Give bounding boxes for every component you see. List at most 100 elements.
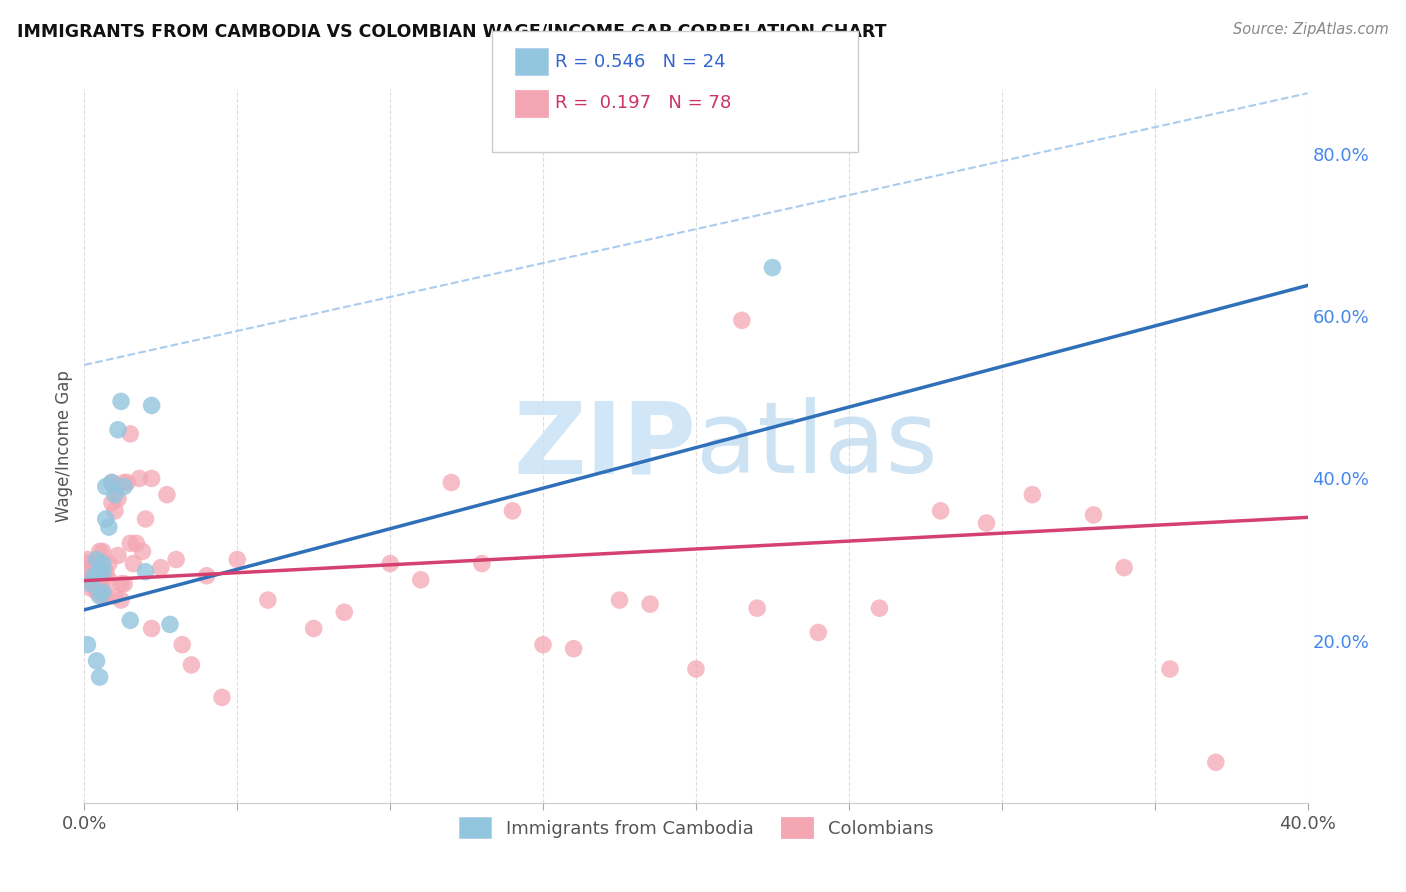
Point xyxy=(869,601,891,615)
Point xyxy=(104,488,127,502)
Point xyxy=(79,573,101,587)
Point xyxy=(91,585,114,599)
Point xyxy=(89,544,111,558)
Point xyxy=(409,573,432,587)
Point xyxy=(112,577,135,591)
Point xyxy=(79,565,101,579)
Point xyxy=(104,479,127,493)
Point xyxy=(86,585,108,599)
Point xyxy=(86,581,108,595)
Point xyxy=(120,426,142,441)
Legend: Immigrants from Cambodia, Colombians: Immigrants from Cambodia, Colombians xyxy=(450,808,942,847)
Point xyxy=(79,577,101,591)
Point xyxy=(156,488,179,502)
Point xyxy=(172,638,194,652)
Point xyxy=(1205,756,1227,770)
Point xyxy=(89,565,111,579)
Point xyxy=(502,504,524,518)
Point xyxy=(94,565,117,579)
Point xyxy=(333,605,356,619)
Point xyxy=(107,491,129,506)
Text: R = 0.546   N = 24: R = 0.546 N = 24 xyxy=(555,53,725,70)
Text: R =  0.197   N = 78: R = 0.197 N = 78 xyxy=(555,95,731,112)
Point xyxy=(471,557,494,571)
Point xyxy=(159,617,181,632)
Point xyxy=(89,670,111,684)
Point xyxy=(104,589,127,603)
Point xyxy=(107,423,129,437)
Point xyxy=(83,557,105,571)
Point xyxy=(1021,488,1043,502)
Point xyxy=(440,475,463,490)
Point xyxy=(120,613,142,627)
Point xyxy=(141,399,163,413)
Point xyxy=(165,552,187,566)
Point xyxy=(110,593,132,607)
Point xyxy=(91,565,114,579)
Point xyxy=(226,552,249,566)
Point xyxy=(104,504,127,518)
Point xyxy=(149,560,172,574)
Point xyxy=(141,622,163,636)
Point xyxy=(1159,662,1181,676)
Point xyxy=(211,690,233,705)
Point xyxy=(86,552,108,566)
Point xyxy=(101,496,124,510)
Point xyxy=(89,565,111,579)
Text: ZIP: ZIP xyxy=(513,398,696,494)
Point xyxy=(747,601,769,615)
Point xyxy=(83,573,105,587)
Point xyxy=(731,313,754,327)
Point xyxy=(125,536,148,550)
Text: IMMIGRANTS FROM CAMBODIA VS COLOMBIAN WAGE/INCOME GAP CORRELATION CHART: IMMIGRANTS FROM CAMBODIA VS COLOMBIAN WA… xyxy=(17,22,886,40)
Point xyxy=(1083,508,1105,522)
Point xyxy=(101,475,124,490)
Point xyxy=(91,573,114,587)
Point xyxy=(89,577,111,591)
Point xyxy=(195,568,218,582)
Point xyxy=(76,557,98,571)
Point xyxy=(380,557,402,571)
Point xyxy=(1114,560,1136,574)
Point xyxy=(83,568,105,582)
Point xyxy=(685,662,707,676)
Point xyxy=(135,512,157,526)
Point xyxy=(97,520,120,534)
Point xyxy=(110,394,132,409)
Point xyxy=(91,544,114,558)
Point xyxy=(807,625,830,640)
Point xyxy=(83,568,105,582)
Point xyxy=(91,589,114,603)
Point xyxy=(79,581,101,595)
Point xyxy=(609,593,631,607)
Point xyxy=(86,565,108,579)
Point xyxy=(94,589,117,603)
Point xyxy=(112,479,135,493)
Point xyxy=(76,638,98,652)
Point xyxy=(101,475,124,490)
Point xyxy=(86,654,108,668)
Point xyxy=(141,471,163,485)
Y-axis label: Wage/Income Gap: Wage/Income Gap xyxy=(55,370,73,522)
Point xyxy=(97,557,120,571)
Point xyxy=(562,641,585,656)
Point xyxy=(91,557,114,571)
Point xyxy=(97,573,120,587)
Text: Source: ZipAtlas.com: Source: ZipAtlas.com xyxy=(1233,22,1389,37)
Point xyxy=(135,565,157,579)
Point xyxy=(110,577,132,591)
Text: atlas: atlas xyxy=(696,398,938,494)
Point xyxy=(929,504,952,518)
Point xyxy=(112,475,135,490)
Point xyxy=(122,557,145,571)
Point xyxy=(761,260,783,275)
Point xyxy=(91,557,114,571)
Point xyxy=(86,552,108,566)
Point xyxy=(302,622,325,636)
Point xyxy=(89,589,111,603)
Point xyxy=(115,475,138,490)
Point xyxy=(128,471,150,485)
Point xyxy=(107,549,129,563)
Point xyxy=(94,512,117,526)
Point xyxy=(79,557,101,571)
